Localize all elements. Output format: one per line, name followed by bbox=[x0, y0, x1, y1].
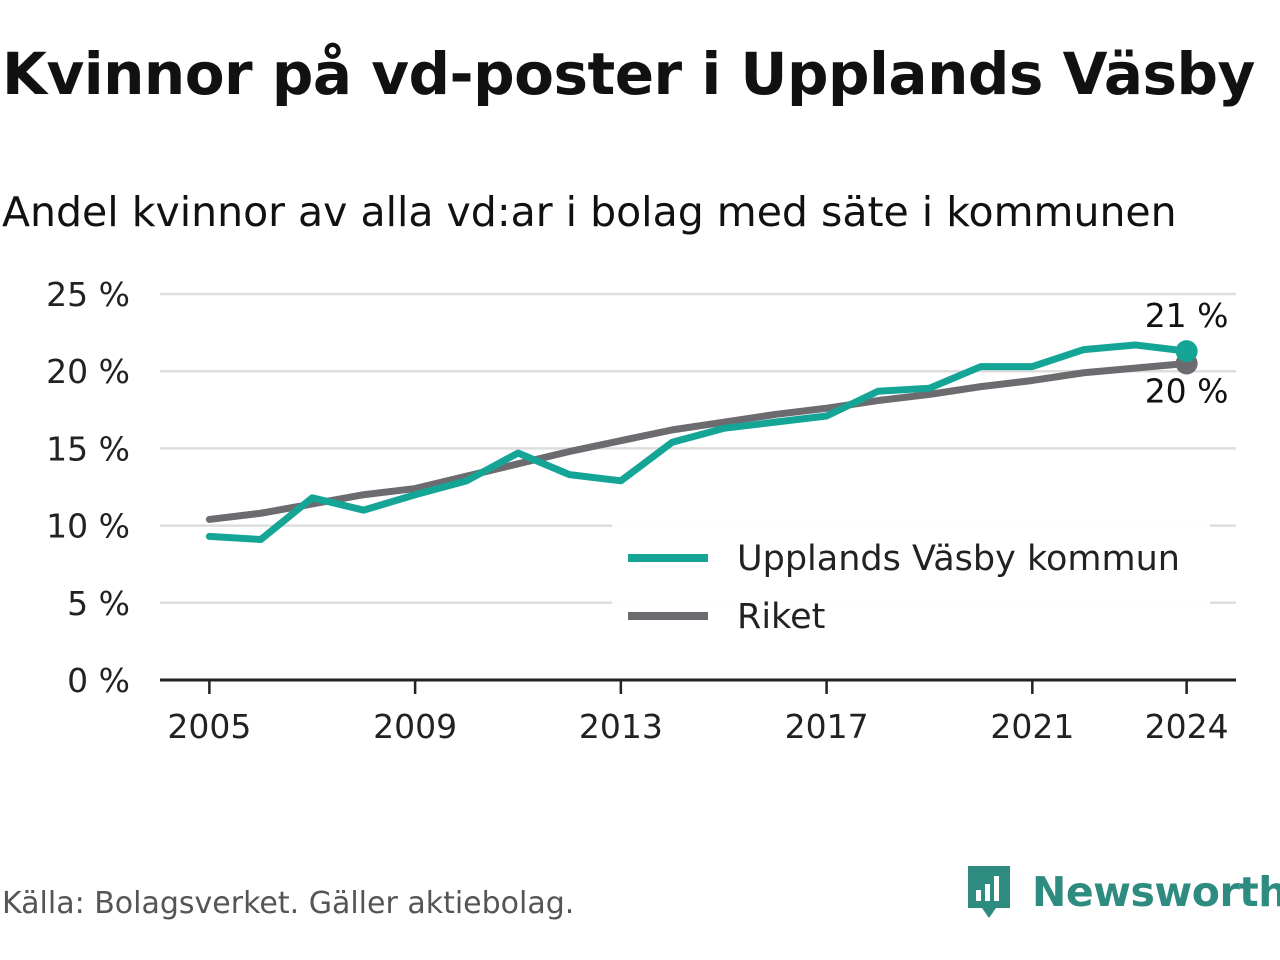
x-tick-label: 2017 bbox=[785, 707, 869, 746]
y-tick-labels: 0 % 5 % 10 % 15 % 20 % 25 % bbox=[46, 275, 130, 700]
x-tick-label: 2013 bbox=[579, 707, 663, 746]
line-chart: 0 %5 %10 %15 %20 %25 % 2005 2009 2013 2017 2… bbox=[46, 275, 1236, 746]
legend-background bbox=[612, 524, 1210, 652]
y-tick-label: 0 % bbox=[67, 661, 130, 700]
x-axis: 2005 2009 2013 2017 2021 2024 bbox=[160, 678, 1236, 746]
y-tick-label: 20 % bbox=[46, 352, 130, 391]
brand-name: Newsworthy bbox=[1032, 868, 1280, 916]
x-tick-label: 2021 bbox=[990, 707, 1074, 746]
y-tick-label: 15 % bbox=[46, 429, 130, 468]
legend: Upplands Väsby kommun Riket bbox=[612, 524, 1210, 652]
y-tick-label: 25 % bbox=[46, 275, 130, 314]
brand-logo: Newsworthy bbox=[964, 862, 1280, 922]
x-tick-label: 2024 bbox=[1145, 707, 1229, 746]
chart-title: Kvinnor på vd-poster i Upplands Väsby bbox=[2, 40, 1255, 108]
y-tick-label: 5 % bbox=[67, 584, 130, 623]
series-end-point bbox=[1175, 340, 1198, 363]
source-note: Källa: Bolagsverket. Gäller aktiebolag. bbox=[2, 886, 575, 921]
legend-label: Upplands Väsby kommun bbox=[737, 539, 1180, 579]
end-label: 20 % bbox=[1145, 371, 1229, 410]
series-line bbox=[205, 359, 1191, 523]
chart-subtitle: Andel kvinnor av alla vd:ar i bolag med … bbox=[2, 188, 1177, 236]
series-line bbox=[205, 341, 1191, 543]
series-lines bbox=[205, 340, 1198, 543]
end-labels: 21 % 20 % bbox=[1145, 296, 1229, 410]
x-tick-label: 2009 bbox=[373, 707, 457, 746]
legend-label: Riket bbox=[737, 597, 825, 637]
x-tick-label: 2005 bbox=[167, 707, 251, 746]
end-label: 21 % bbox=[1145, 296, 1229, 335]
bar-chart-speech-bubble-icon bbox=[968, 866, 1010, 918]
y-tick-label: 10 % bbox=[46, 507, 130, 546]
